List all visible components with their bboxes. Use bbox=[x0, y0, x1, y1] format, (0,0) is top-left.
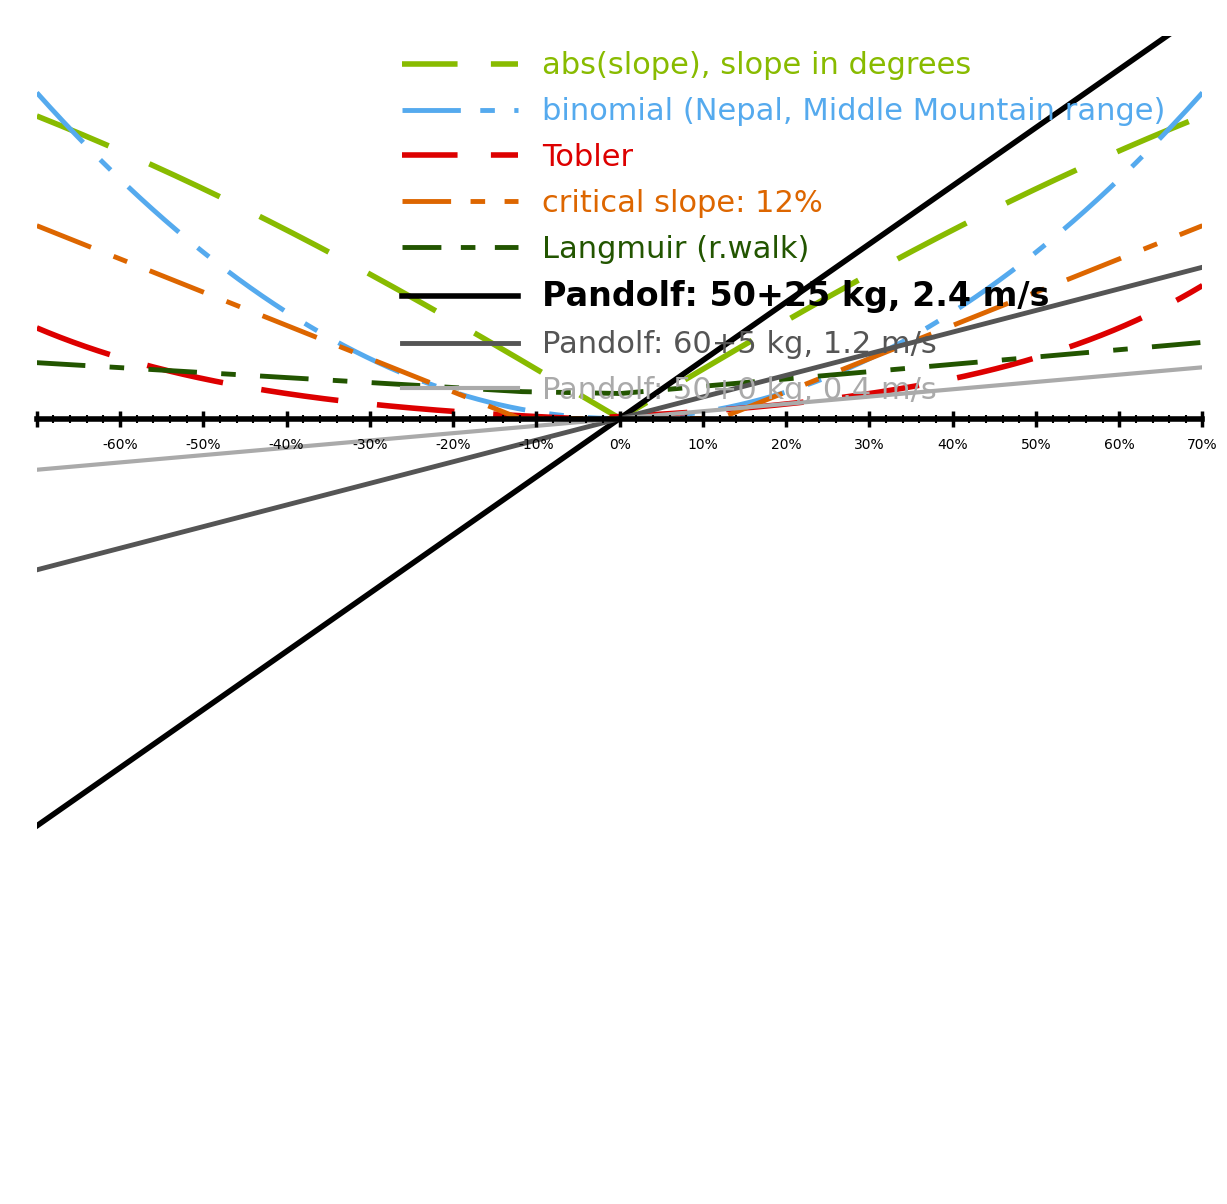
Legend: abs(slope), slope in degrees, binomial (Nepal, Middle Mountain range), Tobler, c: abs(slope), slope in degrees, binomial (… bbox=[401, 52, 1166, 405]
